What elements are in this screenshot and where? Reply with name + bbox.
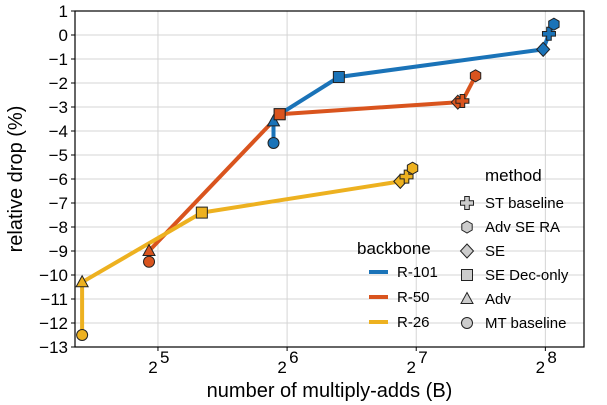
x-tick-label: 2 — [536, 358, 545, 377]
marker-hexagon — [461, 220, 473, 234]
y-tick-label: −11 — [40, 290, 68, 309]
y-tick-label: −4 — [49, 122, 68, 141]
y-tick-label: −3 — [49, 98, 68, 117]
y-tick-label: −13 — [39, 338, 68, 357]
marker-diamond — [459, 243, 475, 259]
marker-circle — [461, 317, 473, 329]
x-tick-exponent: 8 — [547, 348, 556, 367]
y-axis-label: relative drop (%) — [5, 106, 27, 253]
x-tick-label: 2 — [277, 358, 286, 377]
legend-method-label: SE Dec-only — [485, 267, 569, 284]
marker-triangle — [460, 291, 474, 304]
marker-circle — [143, 255, 156, 268]
y-tick-label: −8 — [49, 218, 68, 237]
legend-backbone-title: backbone — [357, 239, 431, 258]
legend-backbone-label: R-50 — [397, 289, 430, 306]
legend-method-label: Adv SE RA — [485, 219, 560, 236]
marker-plus — [541, 26, 556, 41]
marker-plus — [460, 196, 474, 210]
legend-method-title: method — [485, 166, 542, 185]
x-tick-exponent: 7 — [418, 348, 427, 367]
marker-plus — [399, 169, 414, 184]
marker-triangle — [75, 274, 89, 288]
y-tick-label: −5 — [49, 146, 68, 165]
marker-triangle — [266, 113, 281, 127]
x-tick-exponent: 6 — [289, 348, 298, 367]
y-axis-ticks: 1 0 −1 −2 −3 −4 −5 −6 −7 −8 −9 −10 −11 −12 −13 — [39, 2, 75, 357]
x-tick-exponent: 5 — [160, 348, 169, 367]
x-tick-label: 2 — [148, 358, 157, 377]
marker-square — [195, 206, 208, 219]
legend-backbone: backbone R-101 R-50 R-26 — [357, 239, 438, 331]
y-tick-label: −12 — [39, 314, 68, 333]
y-tick-label: −7 — [49, 194, 68, 213]
legend-backbone-label: R-26 — [397, 314, 430, 331]
y-tick-label: 1 — [59, 2, 68, 21]
marker-hexagon — [548, 17, 560, 31]
legend-method-label: MT baseline — [485, 315, 566, 332]
y-tick-label: −1 — [49, 50, 68, 69]
marker-hexagon — [469, 69, 482, 83]
legend-method-label: ST baseline — [485, 195, 564, 212]
y-tick-label: −9 — [49, 242, 68, 261]
legend-method: method ST baseline Adv SE RA SE SE Dec-only A… — [459, 166, 569, 332]
x-tick-label: 2 — [406, 358, 415, 377]
marker-triangle — [142, 243, 156, 256]
y-tick-label: −6 — [49, 170, 68, 189]
marker-circle — [267, 137, 280, 149]
x-axis-label: number of multiply-adds (B) — [207, 380, 453, 402]
marker-square — [273, 108, 286, 121]
legend-method-label: Adv — [485, 291, 511, 308]
series-markers — [75, 17, 560, 341]
marker-square — [461, 269, 473, 281]
marker-plus — [455, 94, 470, 108]
y-tick-label: −10 — [39, 266, 68, 285]
y-tick-label: 0 — [59, 26, 68, 45]
marker-circle — [76, 329, 89, 341]
marker-square — [332, 71, 345, 83]
y-tick-label: −2 — [49, 74, 68, 93]
legend-method-label: SE — [485, 243, 505, 260]
marker-hexagon — [406, 161, 419, 175]
marker-diamond — [535, 41, 551, 58]
legend-backbone-label: R-101 — [397, 264, 438, 281]
